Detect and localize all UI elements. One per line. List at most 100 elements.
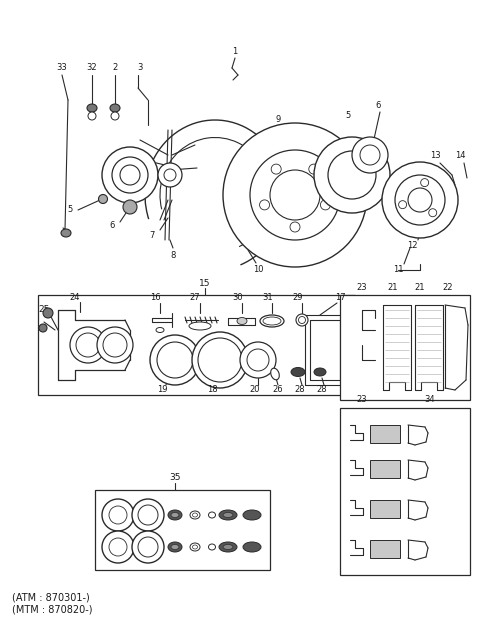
Ellipse shape: [168, 542, 182, 552]
Ellipse shape: [237, 318, 247, 324]
Circle shape: [420, 178, 429, 187]
Ellipse shape: [271, 368, 279, 380]
Circle shape: [198, 338, 242, 382]
Text: 13: 13: [430, 150, 440, 160]
Bar: [340, 408, 470, 575]
Circle shape: [112, 157, 148, 193]
Ellipse shape: [171, 512, 179, 517]
Text: 15: 15: [199, 278, 211, 288]
Ellipse shape: [291, 368, 305, 376]
Text: 28: 28: [295, 386, 305, 394]
Text: 8: 8: [170, 250, 176, 260]
Text: 27: 27: [190, 293, 200, 303]
Circle shape: [395, 175, 445, 225]
Text: 3: 3: [137, 64, 143, 72]
Text: 22: 22: [443, 283, 453, 293]
Ellipse shape: [87, 104, 97, 112]
Text: 5: 5: [67, 205, 72, 215]
Text: 26: 26: [273, 386, 283, 394]
Ellipse shape: [190, 543, 200, 551]
Circle shape: [138, 537, 158, 557]
Bar: [370, 500, 400, 518]
Text: 9: 9: [276, 115, 281, 125]
Ellipse shape: [243, 510, 261, 520]
Text: 23: 23: [357, 396, 367, 404]
Circle shape: [429, 208, 437, 217]
Ellipse shape: [189, 322, 211, 330]
Ellipse shape: [98, 195, 108, 203]
Ellipse shape: [192, 513, 197, 517]
Text: 20: 20: [250, 386, 260, 394]
Ellipse shape: [110, 104, 120, 112]
Text: 14: 14: [455, 150, 465, 160]
Ellipse shape: [192, 545, 197, 549]
Circle shape: [43, 308, 53, 318]
Bar: [370, 460, 400, 478]
Circle shape: [158, 163, 182, 187]
Circle shape: [157, 342, 193, 378]
Circle shape: [382, 162, 458, 238]
Circle shape: [97, 327, 133, 363]
Circle shape: [247, 349, 269, 371]
Circle shape: [309, 164, 319, 174]
Text: 34: 34: [425, 396, 435, 404]
Ellipse shape: [260, 315, 284, 327]
Ellipse shape: [190, 511, 200, 519]
Ellipse shape: [243, 542, 261, 552]
Circle shape: [109, 538, 127, 556]
Circle shape: [192, 332, 248, 388]
Circle shape: [102, 531, 134, 563]
Bar: [340, 295, 470, 400]
Text: 19: 19: [157, 386, 167, 394]
Bar: [38, 295, 355, 395]
Text: 28: 28: [317, 386, 327, 394]
Circle shape: [70, 327, 106, 363]
Circle shape: [88, 112, 96, 120]
Text: 6: 6: [109, 220, 115, 230]
Text: 29: 29: [293, 293, 303, 303]
Circle shape: [352, 137, 388, 173]
Text: 6: 6: [375, 100, 381, 109]
Circle shape: [360, 145, 380, 165]
Circle shape: [150, 335, 200, 385]
Ellipse shape: [296, 314, 308, 326]
Ellipse shape: [223, 512, 233, 517]
Circle shape: [164, 169, 176, 181]
Bar: [370, 425, 400, 443]
Circle shape: [120, 165, 140, 185]
Text: 23: 23: [357, 283, 367, 293]
Text: 5: 5: [346, 110, 350, 120]
Text: 31: 31: [263, 293, 273, 303]
Circle shape: [111, 112, 119, 120]
Circle shape: [223, 123, 367, 267]
Circle shape: [270, 170, 320, 220]
Circle shape: [132, 499, 164, 531]
Circle shape: [240, 342, 276, 378]
Text: (ATM : 870301-): (ATM : 870301-): [12, 592, 90, 602]
Circle shape: [290, 222, 300, 232]
Bar: [95, 490, 270, 570]
Circle shape: [260, 200, 270, 210]
Circle shape: [250, 150, 340, 240]
Text: 35: 35: [169, 474, 181, 482]
Text: 1: 1: [232, 47, 238, 57]
Circle shape: [138, 505, 158, 525]
Ellipse shape: [219, 510, 237, 520]
Ellipse shape: [314, 368, 326, 376]
Ellipse shape: [156, 328, 164, 333]
Circle shape: [103, 333, 127, 357]
Ellipse shape: [208, 512, 216, 518]
Ellipse shape: [299, 316, 305, 323]
Ellipse shape: [223, 545, 233, 550]
Circle shape: [408, 188, 432, 212]
Text: 21: 21: [388, 283, 398, 293]
Text: 11: 11: [393, 265, 403, 275]
Circle shape: [314, 137, 390, 213]
Circle shape: [271, 164, 281, 174]
Circle shape: [39, 324, 47, 332]
Ellipse shape: [219, 542, 237, 552]
Circle shape: [109, 506, 127, 524]
Circle shape: [328, 151, 376, 199]
Text: 17: 17: [335, 293, 345, 303]
Bar: [370, 540, 400, 558]
